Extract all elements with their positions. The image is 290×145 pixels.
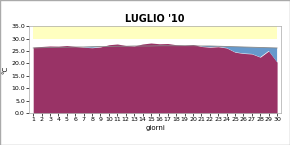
Y-axis label: °C: °C bbox=[2, 66, 8, 74]
X-axis label: giorni: giorni bbox=[145, 125, 165, 131]
Title: LUGLIO '10: LUGLIO '10 bbox=[125, 14, 185, 24]
